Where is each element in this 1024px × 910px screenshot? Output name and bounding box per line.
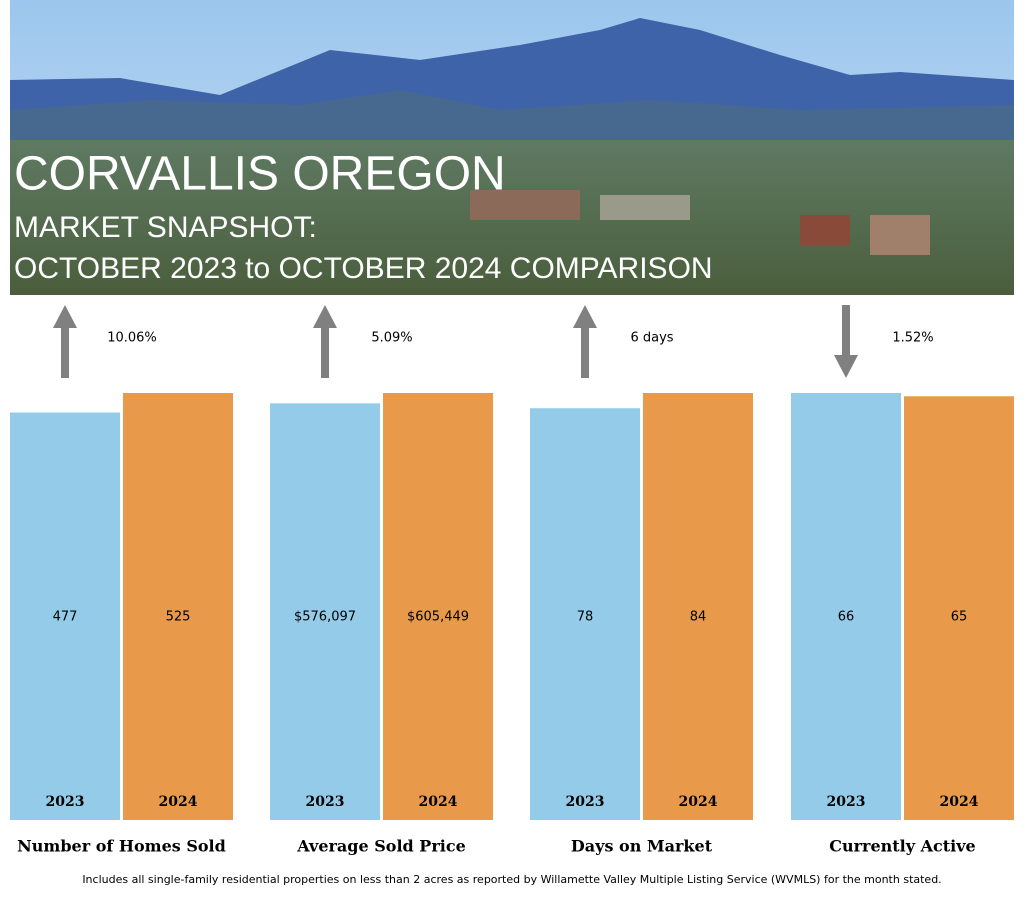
value-label: 84: [690, 610, 707, 625]
panel-label: Days on Market: [571, 837, 713, 856]
bar: [904, 396, 1014, 820]
year-label: 2023: [306, 794, 345, 810]
value-label: 66: [838, 610, 855, 625]
year-label: 2023: [827, 794, 866, 810]
panel-label: Number of Homes Sold: [17, 837, 226, 856]
change-arrow: [573, 305, 597, 378]
year-label: 2024: [159, 794, 198, 810]
year-label: 2023: [46, 794, 85, 810]
header-title: CORVALLIS OREGON: [14, 148, 506, 201]
change-label: 6 days: [630, 331, 673, 346]
header-subtitle: MARKET SNAPSHOT:: [14, 211, 317, 244]
change-arrow: [53, 305, 77, 378]
header-comparison: OCTOBER 2023 to OCTOBER 2024 COMPARISON: [14, 252, 713, 285]
footnote: Includes all single-family residential p…: [82, 873, 941, 886]
panel-label: Currently Active: [829, 837, 975, 856]
change-label: 5.09%: [371, 331, 412, 346]
bar: [383, 393, 493, 820]
year-label: 2024: [940, 794, 979, 810]
change-arrow: [313, 305, 337, 378]
change-label: 10.06%: [107, 331, 157, 346]
change-label: 1.52%: [892, 331, 933, 346]
change-arrow: [834, 305, 858, 378]
value-label: 477: [53, 610, 78, 625]
bar: [123, 393, 233, 820]
value-label: 78: [577, 610, 594, 625]
year-label: 2024: [679, 794, 718, 810]
header-image: [10, 0, 1014, 295]
bar: [270, 403, 380, 820]
value-label: 65: [951, 610, 968, 625]
year-label: 2024: [419, 794, 458, 810]
bar: [10, 412, 120, 820]
bar: [791, 393, 901, 820]
value-label: 525: [166, 610, 191, 625]
value-label: $576,097: [294, 610, 356, 625]
panel-label: Average Sold Price: [296, 837, 466, 856]
value-label: $605,449: [407, 610, 469, 625]
year-label: 2023: [566, 794, 605, 810]
bar: [643, 393, 753, 820]
bar: [530, 408, 640, 820]
